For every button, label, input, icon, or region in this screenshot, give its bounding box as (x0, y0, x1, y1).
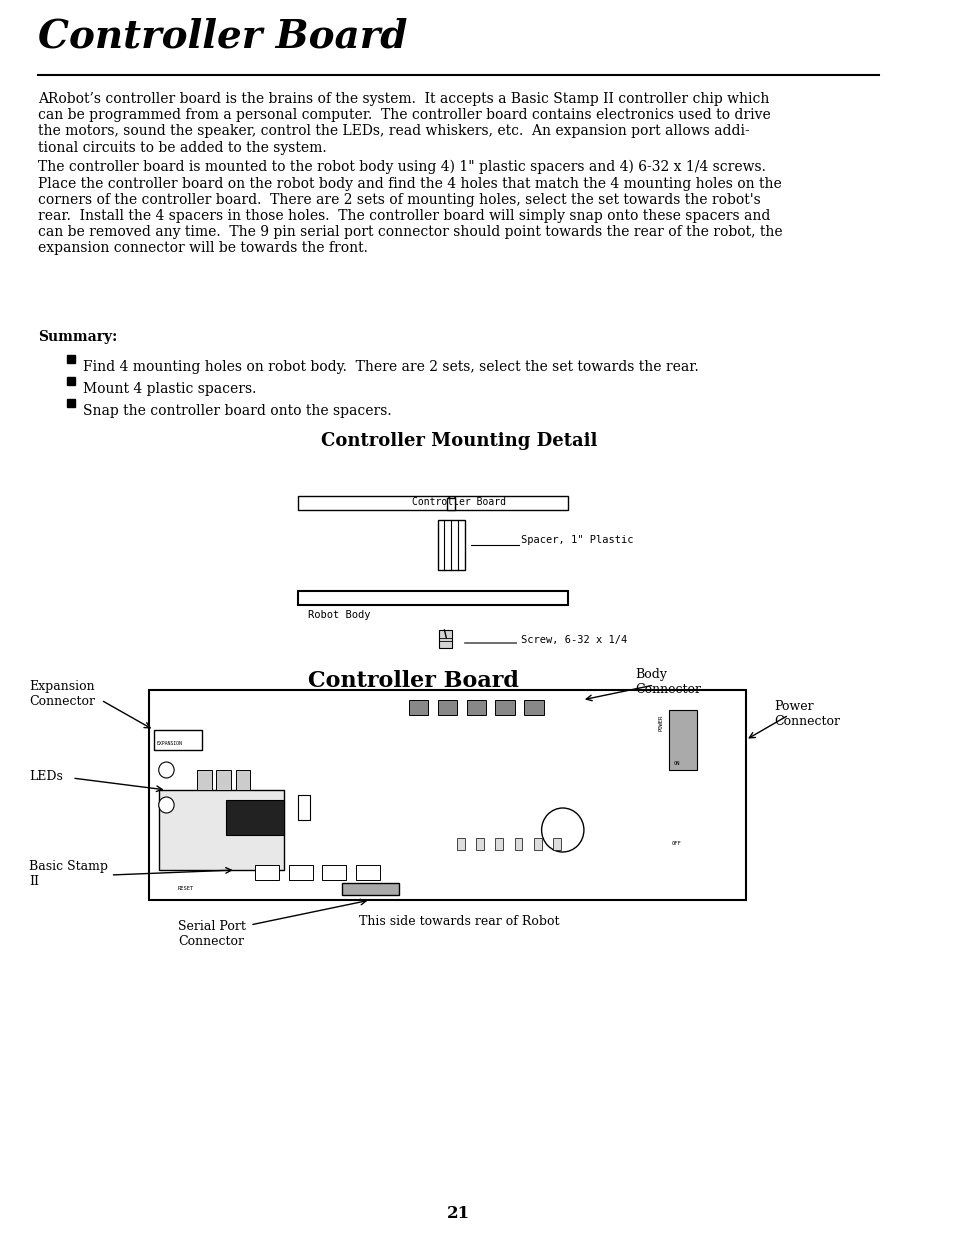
Bar (495, 700, 514, 715)
Bar (153, 730, 202, 750)
Text: Find 4 mounting holes on robot body.  There are 2 sets, select the set towards t: Find 4 mounting holes on robot body. The… (83, 359, 698, 374)
Bar (456, 839, 464, 850)
Bar (341, 883, 398, 895)
Text: RESET: RESET (178, 885, 194, 890)
Bar (197, 769, 212, 790)
Text: Controller Board: Controller Board (308, 671, 518, 692)
Bar (514, 839, 522, 850)
Bar (226, 800, 283, 835)
Bar (68, 377, 75, 385)
Bar (524, 700, 543, 715)
Text: Serial Port
Connector: Serial Port Connector (178, 920, 246, 948)
Text: Controller Board: Controller Board (412, 496, 505, 508)
Text: Basic Stamp
II: Basic Stamp II (29, 860, 108, 888)
Text: Controller Mounting Detail: Controller Mounting Detail (320, 432, 597, 450)
Bar (476, 839, 483, 850)
Bar (668, 710, 697, 769)
Text: Mount 4 plastic spacers.: Mount 4 plastic spacers. (83, 382, 255, 396)
Text: OFF: OFF (671, 841, 680, 846)
Text: Summary:: Summary: (38, 330, 117, 345)
Circle shape (158, 797, 174, 813)
Text: The controller board is mounted to the robot body using 4) 1" plastic spacers an: The controller board is mounted to the r… (38, 161, 782, 256)
Circle shape (541, 808, 583, 852)
Text: ON: ON (673, 761, 679, 766)
Bar (437, 700, 456, 715)
Text: LEDs: LEDs (29, 769, 63, 783)
Bar (68, 354, 75, 363)
Bar (437, 520, 464, 571)
Bar (149, 690, 744, 900)
Text: ARobot’s controller board is the brains of the system.  It accepts a Basic Stamp: ARobot’s controller board is the brains … (38, 91, 770, 154)
Text: POWER: POWER (659, 715, 663, 731)
Bar (409, 700, 428, 715)
Circle shape (158, 762, 174, 778)
Bar (447, 498, 455, 510)
Text: Spacer, 1" Plastic: Spacer, 1" Plastic (521, 535, 633, 545)
Text: EXPANSION: EXPANSION (156, 741, 182, 746)
Text: Robot Body: Robot Body (308, 610, 370, 620)
Bar (495, 839, 502, 850)
Text: Screw, 6-32 x 1/4: Screw, 6-32 x 1/4 (521, 635, 627, 645)
Text: Power
Connector: Power Connector (774, 700, 840, 727)
Text: Snap the controller board onto the spacers.: Snap the controller board onto the space… (83, 404, 391, 417)
Bar (466, 700, 485, 715)
Text: Expansion
Connector: Expansion Connector (29, 680, 94, 708)
Bar (289, 864, 313, 881)
Bar (322, 864, 346, 881)
Bar (534, 839, 541, 850)
Bar (68, 399, 75, 408)
Text: Body
Connector: Body Connector (635, 668, 700, 697)
Text: Controller Board: Controller Board (38, 17, 408, 56)
Text: This side towards rear of Robot: This side towards rear of Robot (358, 915, 558, 927)
Bar (298, 496, 567, 510)
Bar (235, 769, 250, 790)
Text: 21: 21 (447, 1205, 470, 1221)
Bar (298, 592, 567, 605)
Bar (438, 630, 452, 648)
Bar (553, 839, 560, 850)
Bar (254, 864, 278, 881)
Bar (216, 769, 231, 790)
Bar (158, 790, 283, 869)
Bar (298, 795, 310, 820)
Bar (355, 864, 379, 881)
